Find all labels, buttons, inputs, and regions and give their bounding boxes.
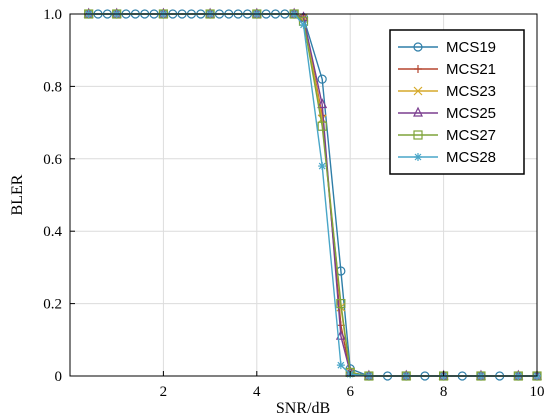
legend-item: MCS19 bbox=[398, 39, 496, 56]
data-point bbox=[317, 74, 327, 84]
legend-label: MCS21 bbox=[446, 61, 496, 78]
y-tick-label: 0.6 bbox=[43, 152, 62, 168]
x-tick-label: 2 bbox=[160, 384, 168, 400]
legend-box bbox=[389, 29, 525, 175]
legend-marker bbox=[414, 65, 422, 73]
legend-label: MCS25 bbox=[446, 105, 496, 122]
data-point bbox=[317, 121, 327, 131]
legend-item: MCS28 bbox=[398, 149, 496, 166]
legend-marker bbox=[413, 86, 423, 96]
legend-label: MCS27 bbox=[446, 127, 496, 144]
x-tick-label: 4 bbox=[253, 384, 261, 400]
legend-label: MCS23 bbox=[446, 83, 496, 100]
data-point bbox=[335, 329, 346, 340]
plot-frame bbox=[69, 13, 538, 377]
legend-item: MCS23 bbox=[398, 83, 496, 100]
data-point bbox=[299, 20, 308, 29]
legend-item: MCS21 bbox=[398, 61, 496, 78]
legend-item: MCS25 bbox=[398, 105, 496, 122]
y-axis-label: BLER bbox=[9, 174, 26, 215]
legend-marker bbox=[414, 153, 422, 161]
y-tick-label: 1.0 bbox=[43, 7, 62, 23]
legend: MCS19 MCS21 MCS23 MCS25 MCS27 MCS28 bbox=[389, 29, 525, 175]
y-tick-label: 0 bbox=[55, 369, 63, 385]
data-point bbox=[336, 299, 346, 309]
legend-item: MCS27 bbox=[398, 127, 496, 144]
legend-marker bbox=[413, 130, 423, 140]
ticks: 2 4 6 8 10 0 0.2 0.4 0.6 0.8 1.0 bbox=[43, 7, 544, 400]
x-tick-label: 6 bbox=[346, 384, 354, 400]
y-tick-label: 0.8 bbox=[43, 79, 62, 95]
legend-marker bbox=[413, 106, 423, 117]
data-point bbox=[317, 98, 328, 109]
x-axis-label: SNR/dB bbox=[276, 400, 330, 417]
legend-label: MCS28 bbox=[446, 149, 496, 166]
x-tick-label: 8 bbox=[440, 384, 448, 400]
y-tick-label: 0.4 bbox=[43, 224, 62, 240]
legend-marker bbox=[413, 42, 423, 52]
data-point bbox=[336, 361, 345, 370]
y-tick-label: 0.2 bbox=[43, 297, 62, 313]
legend-label: MCS19 bbox=[446, 39, 496, 56]
x-tick-label: 10 bbox=[530, 384, 545, 400]
data-point bbox=[318, 162, 327, 171]
